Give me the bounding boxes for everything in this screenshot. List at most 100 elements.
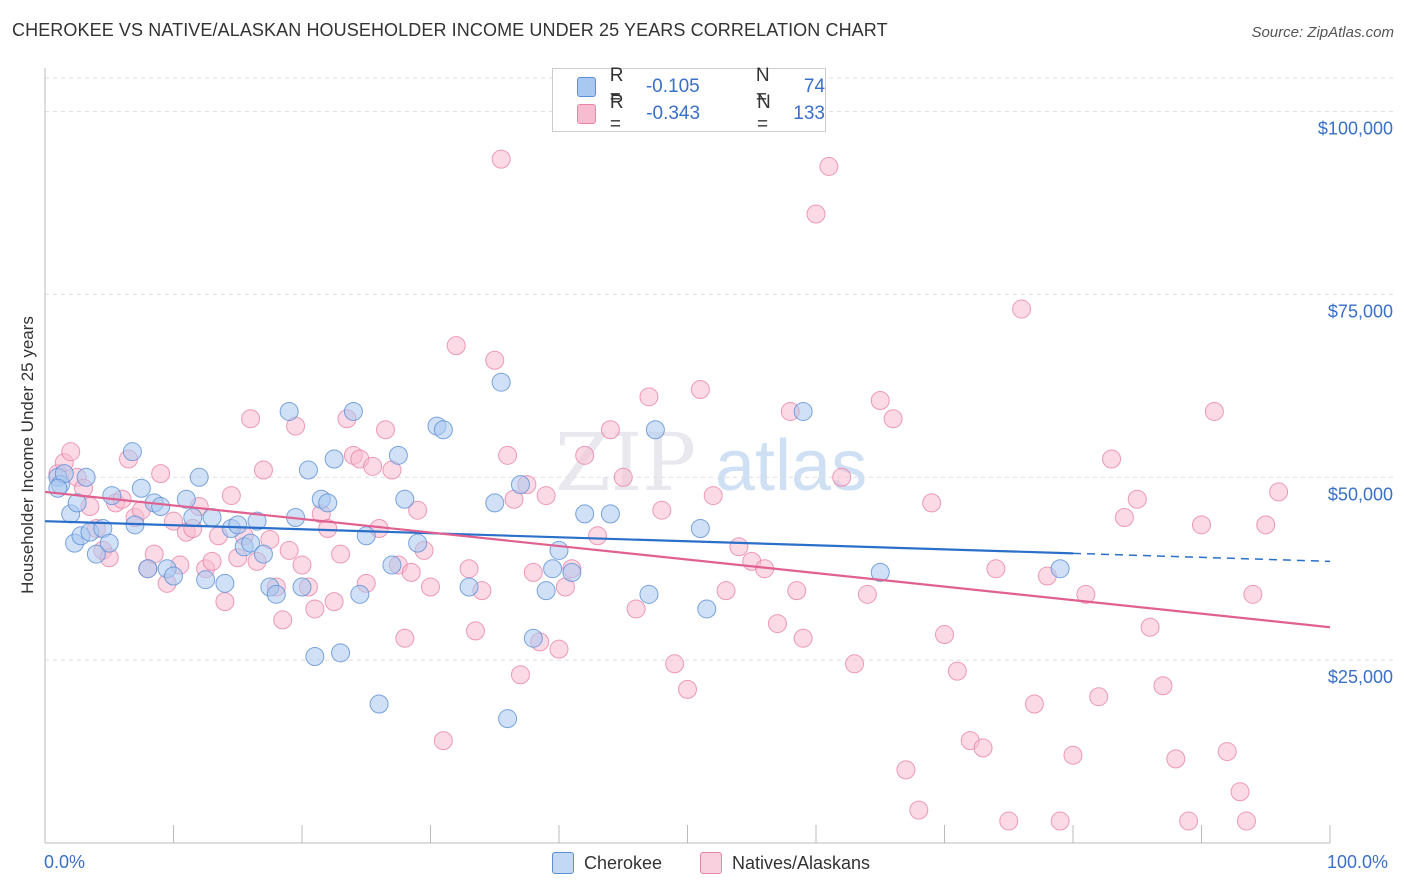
cherokee-point (639, 584, 659, 604)
natives-point (331, 544, 351, 564)
natives-point (767, 614, 787, 634)
cherokee-point (600, 504, 620, 524)
natives-point (729, 537, 749, 557)
natives-point (793, 628, 813, 648)
stats-legend: R = -0.105 N = 74 R = -0.343 N = 133 (552, 65, 826, 135)
natives-point (626, 599, 646, 619)
natives-point (883, 409, 903, 429)
natives-point (1166, 749, 1186, 769)
cherokee-point (228, 515, 248, 535)
natives-point (1114, 508, 1134, 528)
cherokee-point (99, 533, 119, 553)
natives-point (716, 581, 736, 601)
cherokee-point (536, 581, 556, 601)
legend-r-label: R = (609, 92, 624, 135)
cherokee-point (241, 533, 261, 553)
cherokee-point (793, 401, 813, 421)
natives-point (523, 562, 543, 582)
legend-r-value: -0.343 (646, 103, 701, 124)
cherokee-point (164, 566, 183, 586)
cherokee-trend-line (44, 520, 1074, 555)
natives-point (1050, 811, 1070, 831)
natives-point (241, 409, 261, 429)
natives-point (922, 493, 942, 513)
cherokee-point (151, 497, 171, 517)
x-tick-label-min: 0.0% (44, 852, 86, 872)
cherokee-point (189, 467, 209, 487)
natives-point (1102, 449, 1122, 469)
natives-point (421, 577, 440, 597)
natives-point (999, 811, 1019, 831)
legend-swatch-natives (577, 104, 596, 124)
natives-point (459, 559, 479, 579)
natives-point (1076, 584, 1096, 604)
chart-source: Source: ZipAtlas.com (1251, 24, 1394, 41)
cherokee-point (562, 562, 582, 582)
legend-n-label: N = (757, 92, 771, 135)
cherokee-point (266, 584, 286, 604)
natives-point (703, 486, 723, 506)
cherokee-point (215, 573, 235, 593)
natives-point (1140, 617, 1160, 637)
bottom-legend-label-cherokee: Cherokee (584, 852, 663, 873)
natives-point (253, 460, 273, 480)
cherokee-point (279, 401, 299, 421)
cherokee-point (176, 489, 196, 509)
natives-point (1236, 811, 1256, 831)
natives-point (639, 387, 659, 407)
cherokee-point (697, 599, 717, 619)
natives-point (1269, 482, 1289, 502)
legend-n-value: 74 (803, 76, 826, 97)
natives-trend-line (44, 490, 1331, 629)
cherokee-point (369, 694, 389, 714)
cherokee-point (253, 544, 273, 564)
natives-point (575, 445, 595, 465)
natives-point (806, 204, 826, 224)
legend-row-cherokee: R = -0.105 N = 74 (577, 65, 826, 108)
cherokee-point (870, 562, 890, 582)
cherokee-point (498, 709, 518, 729)
cherokee-point (1050, 559, 1070, 579)
cherokee-point (67, 493, 87, 513)
natives-point (536, 486, 556, 506)
y-axis-label: Householder Income Under 25 years (18, 316, 37, 594)
cherokee-point (388, 445, 408, 465)
natives-point (1243, 584, 1263, 604)
natives-point (909, 800, 929, 820)
natives-point (857, 584, 877, 604)
cherokee-point (131, 478, 151, 498)
natives-point (1204, 401, 1224, 421)
natives-point (652, 500, 672, 520)
natives-point (1192, 515, 1211, 535)
y-tick-label: $100,000 (1318, 119, 1393, 139)
bottom-legend: Cherokee Natives/Alaskans (0, 852, 1406, 876)
natives-point (845, 654, 865, 674)
legend-n-value: 133 (793, 103, 825, 124)
natives-point (665, 654, 685, 674)
natives-point (832, 467, 852, 487)
natives-point (292, 555, 312, 575)
natives-point (61, 442, 81, 462)
natives-point (1127, 489, 1147, 509)
natives-point (1153, 676, 1173, 696)
cherokee-point (183, 508, 203, 528)
natives-point (485, 350, 505, 370)
natives-point (1230, 782, 1250, 802)
natives-point (510, 665, 530, 685)
natives-point (613, 467, 633, 487)
natives-point (1089, 687, 1109, 707)
cherokee-point (408, 533, 428, 553)
natives-point (1024, 694, 1044, 714)
natives-point (395, 628, 415, 648)
bottom-legend-cherokee: Cherokee (552, 852, 662, 874)
natives-point (870, 390, 890, 410)
chart-title: CHEROKEE VS NATIVE/ALASKAN HOUSEHOLDER I… (12, 20, 888, 40)
cherokee-point (356, 526, 376, 546)
legend-r-label: R = (609, 65, 624, 108)
natives-point (215, 592, 235, 612)
cherokee-point (298, 460, 318, 480)
bottom-legend-swatch-cherokee (552, 852, 574, 874)
cherokee-point (459, 577, 479, 597)
natives-point (491, 149, 511, 169)
